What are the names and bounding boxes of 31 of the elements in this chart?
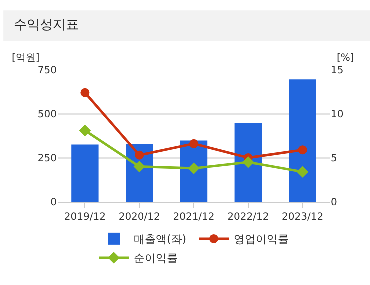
legend-label: 순이익률 [134,252,178,266]
y-axis-title: [억원] [12,53,40,64]
point [242,156,254,168]
point [188,162,200,174]
y-tick-label: 250 [38,154,57,164]
y2-axis-title: [%] [337,53,354,64]
y2-tick-label: 5 [331,154,338,164]
y2-tick-label: 0 [331,198,338,208]
bar [289,80,316,202]
y-tick-label: 0 [50,198,57,208]
point [296,166,309,178]
x-tick-label: 2020/12 [118,212,160,223]
point [135,150,144,160]
point [298,146,308,155]
chart-title: 수익성지표 [14,18,79,33]
legend-label: 영업이익률 [234,233,289,246]
bar [234,123,262,202]
x-tick-label: 2019/12 [64,212,106,223]
x-tick-label: 2022/12 [228,212,270,223]
y-tick-label: 750 [38,66,57,76]
bar [72,144,99,202]
x-tick-label: 2023/12 [282,212,324,223]
legend-label: 매출액(좌) [134,233,187,246]
point [79,124,92,137]
y2-tick-label: 10 [331,110,344,120]
y-tick-label: 500 [38,110,57,120]
y2-tick-label: 15 [331,66,344,76]
point [190,139,198,148]
x-tick-label: 2021/12 [173,212,215,223]
point [134,160,146,173]
point [80,88,90,98]
